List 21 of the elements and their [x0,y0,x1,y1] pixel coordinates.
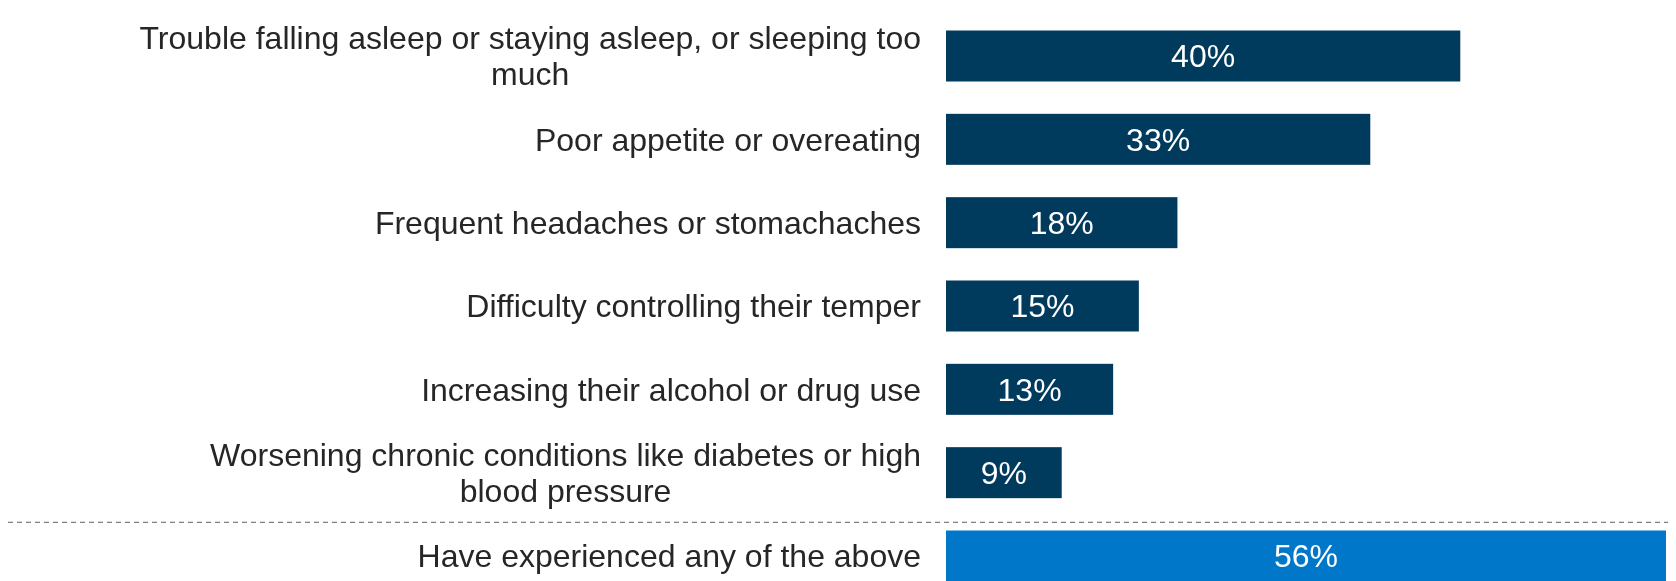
bar [946,30,1461,82]
data-label: 9% [980,454,1027,491]
bar [946,197,1178,249]
bar [946,363,1114,415]
y-tick-label: Frequent headaches or stomachaches [374,204,921,241]
bar [946,530,1666,581]
data-label: 15% [1010,288,1075,325]
y-tick-label: Poor appetite or overeating [534,121,921,158]
data-label: 33% [1126,121,1191,158]
data-label: 18% [1029,204,1094,241]
y-tick-label: Increasing their alcohol or drug use [421,371,921,408]
bar [946,113,1371,165]
bar [946,280,1139,332]
y-tick-label: Trouble falling asleep or staying asleep, or sleeping too much [139,20,921,93]
y-tick-label: Difficulty controlling their temper [466,288,922,325]
data-label: 13% [997,371,1062,408]
data-label: 40% [1171,38,1236,75]
y-tick-label: Have experienced any of the above [417,538,921,575]
bar [946,447,1062,499]
y-tick-label: Worsening chronic conditions like diabetes or high blood pressure [210,436,921,509]
data-label: 56% [1273,538,1339,575]
